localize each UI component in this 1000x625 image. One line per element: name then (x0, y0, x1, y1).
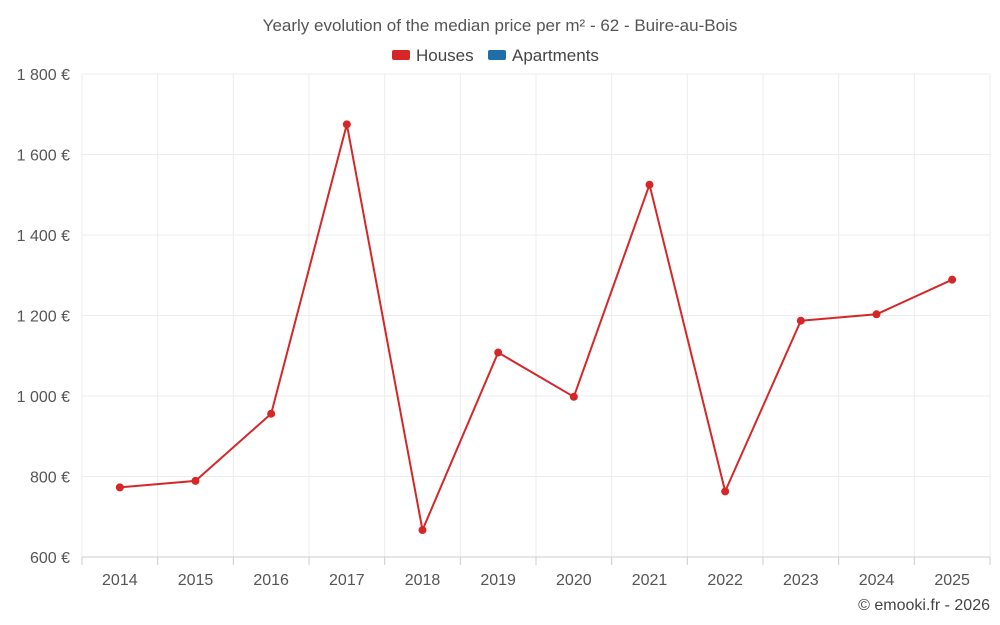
credit-text: © emooki.fr - 2026 (858, 597, 990, 614)
y-tick-label: 1 000 € (17, 389, 70, 406)
x-tick-label: 2022 (707, 572, 743, 589)
data-point (115, 483, 124, 492)
y-tick-label: 1 800 € (17, 67, 70, 84)
legend-item-houses[interactable]: Houses (392, 46, 474, 65)
y-tick-label: 600 € (30, 550, 70, 567)
y-tick-label: 800 € (30, 470, 70, 487)
data-point (645, 180, 654, 189)
x-tick-label: 2024 (859, 572, 895, 589)
x-tick-label: 2019 (480, 572, 516, 589)
data-point (191, 476, 200, 485)
data-point (267, 409, 276, 418)
legend-item-apartments[interactable]: Apartments (488, 46, 599, 65)
x-tick-label: 2018 (405, 572, 441, 589)
legend-swatch-apartments (488, 50, 506, 60)
data-point (418, 526, 427, 535)
legend-label-apartments: Apartments (512, 46, 599, 65)
x-tick-label: 2016 (253, 572, 289, 589)
data-point (569, 392, 578, 401)
data-point (796, 316, 805, 325)
data-point (721, 487, 730, 496)
x-tick-label: 2017 (329, 572, 365, 589)
data-point (494, 348, 503, 357)
x-tick-label: 2020 (556, 572, 592, 589)
series-line (119, 123, 953, 532)
x-tick-label: 2023 (783, 572, 819, 589)
x-tick-label: 2015 (178, 572, 214, 589)
data-point (948, 275, 957, 284)
chart-title: Yearly evolution of the median price per… (263, 16, 738, 35)
data-point (342, 120, 351, 129)
y-tick-label: 1 600 € (17, 148, 70, 165)
x-tick-label: 2014 (102, 572, 138, 589)
y-tick-label: 1 400 € (17, 228, 70, 245)
x-axis-ticks: 2014 2015 2016 2017 2018 2019 2020 2021 2022 2023… (102, 572, 970, 589)
x-tick-label: 2025 (934, 572, 970, 589)
axes (81, 556, 991, 565)
legend[interactable]: Houses Apartments (392, 46, 599, 65)
legend-swatch-houses (392, 50, 410, 60)
y-axis-ticks: 600 € 800 € 1 000 € 1 200 € 1 400 € 1 600 € 1 … (17, 67, 70, 567)
legend-label-houses: Houses (416, 46, 474, 65)
data-point (872, 310, 881, 319)
series-houses (115, 120, 957, 535)
y-tick-label: 1 200 € (17, 309, 70, 326)
gridlines (81, 73, 991, 557)
x-tick-label: 2021 (632, 572, 668, 589)
